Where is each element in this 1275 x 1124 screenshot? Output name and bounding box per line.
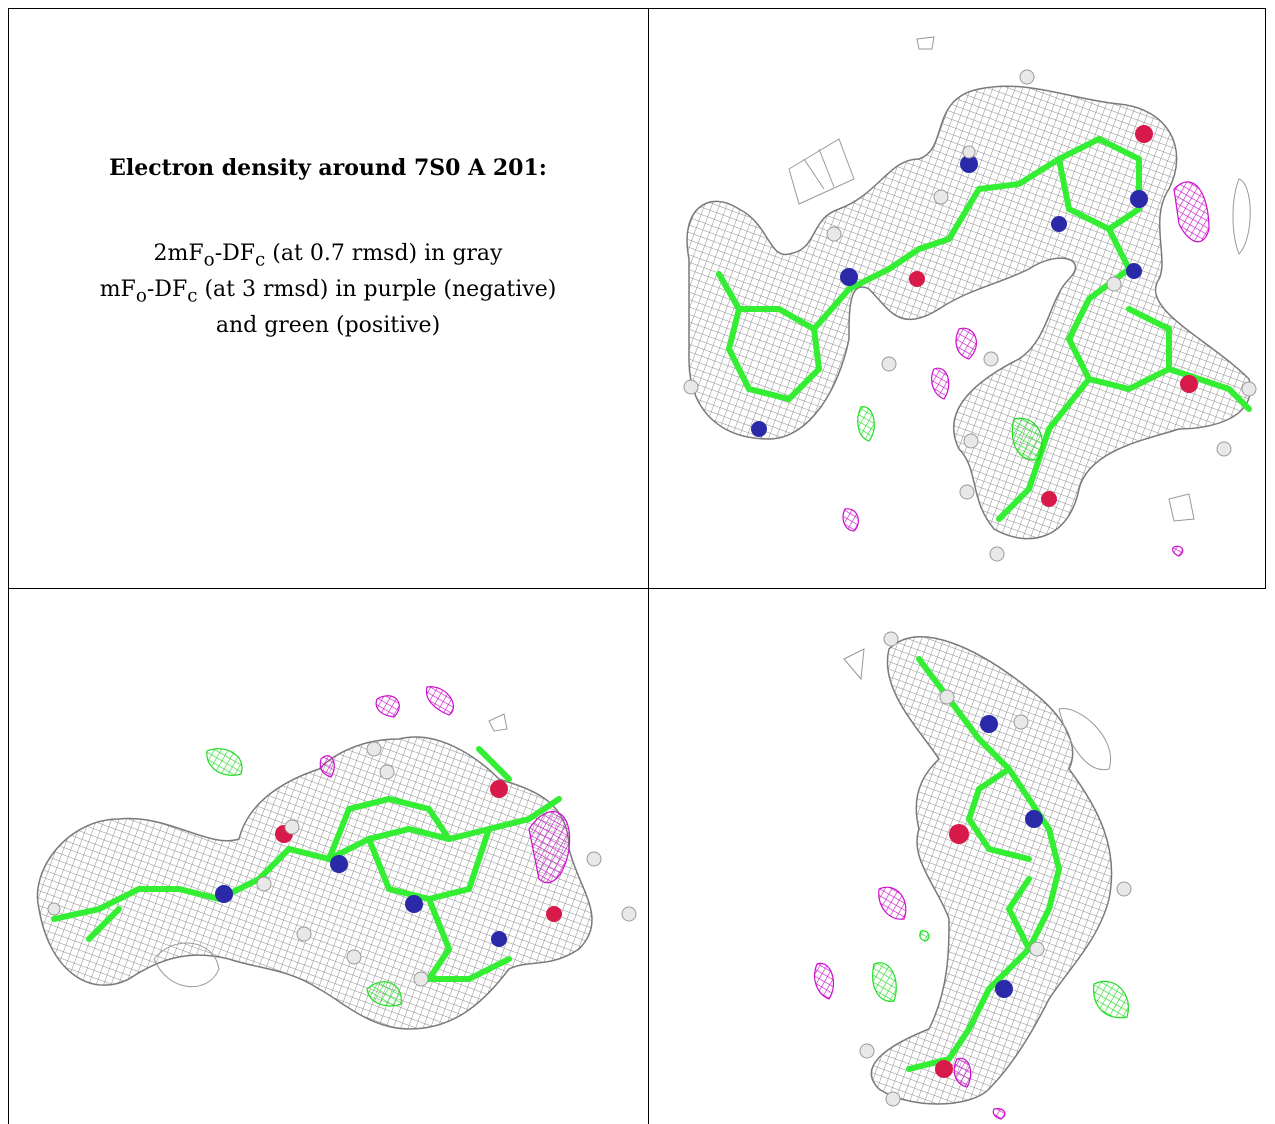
- gray-density-mesh: [36, 736, 593, 1030]
- gray-density-mesh: [870, 636, 1113, 1105]
- nitrogen-atoms: [751, 155, 1148, 437]
- right-rule: [1265, 8, 1266, 588]
- top-rule: [8, 8, 1266, 9]
- middle-rule: [8, 588, 1266, 589]
- hydrogen-atoms: [859, 631, 1132, 1107]
- positive-density-blobs: [872, 930, 1129, 1019]
- positive-density-blobs: [206, 748, 402, 1007]
- caption-text: mF: [99, 277, 136, 302]
- caption-title: Electron density around 7S0 A 201:: [109, 154, 547, 181]
- ligand-bonds: [906, 656, 1063, 1072]
- caption-cell: Electron density around 7S0 A 201: 2mFo-…: [8, 8, 648, 588]
- center-rule: [648, 8, 649, 1124]
- caption-text: -DF: [146, 277, 188, 302]
- negative-density-blobs: [842, 181, 1210, 557]
- hydrogen-atoms: [683, 69, 1257, 562]
- caption-subscript: o: [203, 249, 215, 270]
- noise-mesh: [153, 713, 508, 988]
- noise-mesh: [843, 648, 1112, 771]
- figure-table: Electron density around 7S0 A 201: 2mFo-…: [8, 8, 1266, 1124]
- oxygen-atoms: [275, 780, 562, 922]
- density-view-3: [814, 631, 1132, 1120]
- negative-density-blobs: [814, 886, 1006, 1120]
- caption-line-1: 2mFo-DFc (at 0.7 rmsd) in gray: [154, 239, 503, 275]
- caption-text: (at 3 rmsd) in purple (negative): [197, 277, 557, 302]
- caption-subscript: c: [187, 285, 198, 307]
- density-view-1: [683, 36, 1257, 562]
- ligand-bonds: [51, 746, 562, 982]
- caption-line-2: mFo-DFc (at 3 rmsd) in purple (negative): [100, 275, 557, 311]
- nitrogen-atoms: [215, 855, 507, 947]
- left-rule: [8, 8, 9, 1124]
- caption-text: (at 0.7 rmsd) in gray: [265, 240, 503, 266]
- nitrogen-atoms: [980, 715, 1043, 998]
- positive-density-blobs: [857, 406, 1043, 461]
- negative-density-blobs: [319, 686, 571, 884]
- oxygen-atoms: [935, 824, 969, 1078]
- density-view-2: [36, 686, 637, 1030]
- noise-mesh: [788, 36, 1251, 522]
- gray-density-mesh: [686, 85, 1252, 540]
- caption-line-3: and green (positive): [215, 313, 441, 339]
- caption-text: -DF: [214, 240, 256, 266]
- oxygen-atoms: [909, 125, 1198, 507]
- caption-subscript: o: [135, 285, 147, 307]
- caption-subscript: c: [255, 249, 266, 270]
- caption-text: 2mF: [153, 240, 204, 266]
- hydrogen-atoms: [47, 741, 637, 987]
